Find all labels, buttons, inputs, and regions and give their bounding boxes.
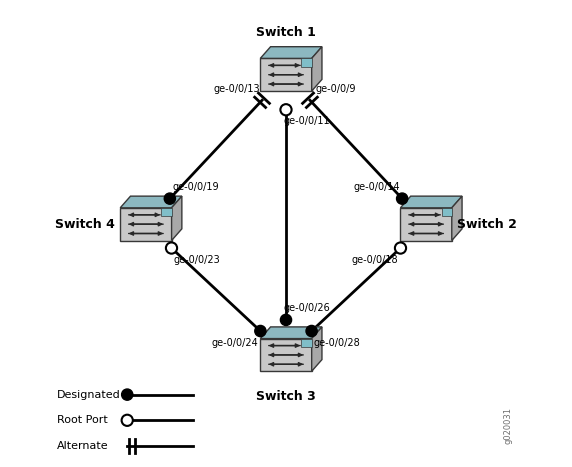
Text: Switch 3: Switch 3 bbox=[256, 390, 316, 403]
Text: Switch 4: Switch 4 bbox=[55, 218, 115, 231]
Circle shape bbox=[255, 325, 266, 337]
Text: Switch 1: Switch 1 bbox=[256, 26, 316, 39]
Text: ge-0/0/11: ge-0/0/11 bbox=[284, 116, 330, 127]
Polygon shape bbox=[312, 47, 322, 91]
Text: g020031: g020031 bbox=[503, 407, 513, 444]
Text: ge-0/0/24: ge-0/0/24 bbox=[211, 338, 258, 348]
Circle shape bbox=[396, 193, 408, 204]
Text: Switch 2: Switch 2 bbox=[457, 218, 517, 231]
Circle shape bbox=[164, 193, 176, 204]
Circle shape bbox=[395, 242, 406, 254]
Circle shape bbox=[280, 104, 292, 115]
Text: Root Port: Root Port bbox=[57, 415, 108, 425]
Text: ge-0/0/23: ge-0/0/23 bbox=[174, 255, 221, 265]
Polygon shape bbox=[161, 208, 172, 216]
Text: Designated: Designated bbox=[57, 389, 121, 400]
Polygon shape bbox=[260, 58, 312, 91]
Text: ge-0/0/26: ge-0/0/26 bbox=[284, 303, 331, 313]
Text: ge-0/0/28: ge-0/0/28 bbox=[314, 338, 361, 348]
Circle shape bbox=[122, 415, 133, 426]
Circle shape bbox=[306, 325, 317, 337]
Circle shape bbox=[122, 389, 133, 400]
Text: ge-0/0/19: ge-0/0/19 bbox=[172, 182, 219, 192]
Polygon shape bbox=[260, 339, 312, 371]
Text: Alternate: Alternate bbox=[57, 441, 109, 451]
Polygon shape bbox=[172, 196, 182, 241]
Text: ge-0/0/9: ge-0/0/9 bbox=[315, 84, 356, 93]
Polygon shape bbox=[452, 196, 462, 241]
Polygon shape bbox=[312, 327, 322, 371]
Text: ge-0/0/13: ge-0/0/13 bbox=[213, 84, 260, 93]
Polygon shape bbox=[120, 208, 172, 241]
Circle shape bbox=[280, 314, 292, 325]
Text: ge-0/0/14: ge-0/0/14 bbox=[353, 182, 400, 192]
Polygon shape bbox=[260, 47, 322, 58]
Polygon shape bbox=[301, 58, 312, 67]
Polygon shape bbox=[400, 208, 452, 241]
Polygon shape bbox=[301, 339, 312, 347]
Polygon shape bbox=[120, 196, 182, 208]
Polygon shape bbox=[442, 208, 452, 216]
Polygon shape bbox=[260, 327, 322, 339]
Text: ge-0/0/18: ge-0/0/18 bbox=[352, 255, 398, 265]
Circle shape bbox=[166, 242, 177, 254]
Polygon shape bbox=[400, 196, 462, 208]
